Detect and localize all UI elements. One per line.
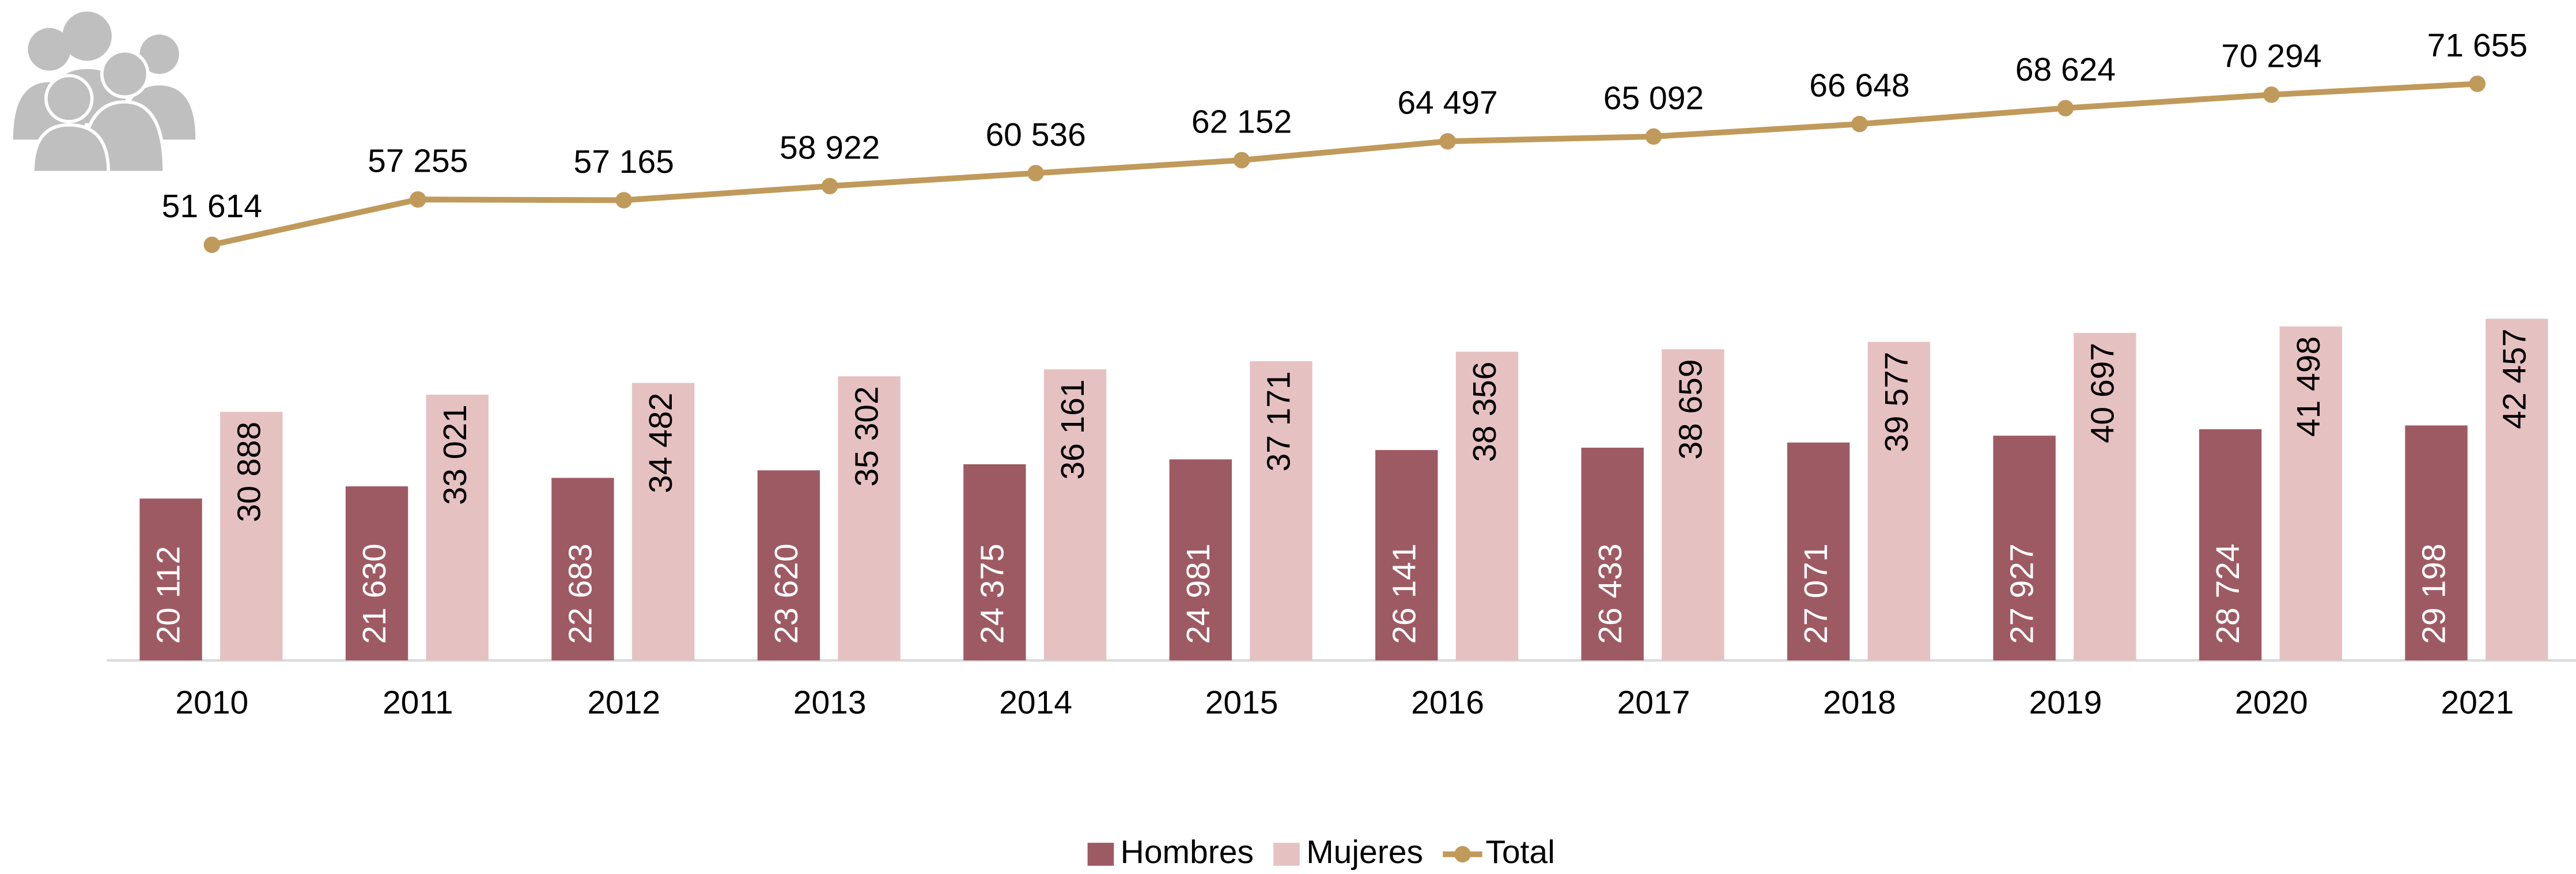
bar-label: 36 161 (1054, 379, 1091, 479)
line-point (203, 236, 221, 254)
line-point (2469, 75, 2486, 92)
bar (1787, 442, 1850, 661)
bar (426, 395, 489, 661)
bar (345, 486, 408, 661)
bar (1993, 436, 2056, 661)
line-point (410, 191, 426, 208)
bar-label: 35 302 (849, 386, 886, 486)
x-tick-label: 2012 (587, 684, 660, 721)
line-label: 60 536 (985, 116, 1085, 153)
legend-label: Total (1485, 834, 1554, 871)
legend-label: Hombres (1121, 834, 1254, 871)
bar-label: 39 577 (1878, 352, 1915, 452)
bar (2279, 326, 2342, 661)
bar-label: 24 375 (974, 543, 1011, 644)
bar-label: 30 888 (230, 422, 267, 522)
bar-label: 26 433 (1592, 543, 1629, 644)
bar-label: 23 620 (768, 543, 805, 644)
line-label: 62 152 (1191, 103, 1292, 140)
bar-label: 20 112 (150, 546, 187, 644)
bar (551, 478, 614, 661)
bar (838, 376, 901, 661)
bar-label: 33 021 (437, 404, 474, 505)
bar (1455, 351, 1519, 661)
line-label: 68 624 (2015, 51, 2116, 88)
bar-label: 21 630 (356, 543, 393, 644)
line-label: 71 655 (2427, 27, 2528, 64)
x-tick-label: 2015 (1205, 684, 1278, 721)
x-tick-label: 2016 (1411, 684, 1484, 721)
bar-label: 22 683 (562, 543, 599, 644)
x-tick-label: 2010 (175, 684, 248, 721)
line-label: 58 922 (780, 129, 880, 166)
legend-swatch (1454, 846, 1471, 863)
legend-swatch (1087, 842, 1114, 866)
bar-label: 27 071 (1798, 543, 1834, 644)
line-point (1027, 165, 1044, 181)
bar (1043, 369, 1107, 661)
x-tick-label: 2017 (1617, 684, 1690, 721)
bar (2486, 319, 2548, 661)
line (211, 81, 2478, 248)
bar-label: 24 981 (1180, 543, 1217, 644)
line-point (2057, 100, 2074, 116)
line-label: 57 255 (368, 143, 468, 180)
bar (1662, 349, 1724, 661)
line-label: 66 648 (1809, 67, 1909, 104)
x-tick-label: 2013 (793, 684, 867, 721)
line-point (821, 177, 838, 195)
line-point (1233, 152, 1250, 169)
line-point (615, 192, 632, 209)
bar (139, 498, 202, 661)
line-point (2263, 86, 2280, 103)
bar (2405, 425, 2468, 661)
bar-label: 37 171 (1261, 371, 1298, 471)
line-label: 51 614 (162, 188, 262, 225)
bar (1867, 342, 1931, 661)
people-icon (13, 11, 196, 175)
x-tick-label: 2019 (2029, 684, 2102, 721)
bar-label: 38 356 (1466, 362, 1503, 462)
x-tick-label: 2011 (383, 684, 453, 721)
line-point (1645, 128, 1662, 145)
bar (1250, 361, 1312, 661)
x-tick-label: 2020 (2235, 684, 2308, 721)
x-tick-label: 2021 (2441, 684, 2514, 721)
bar-label: 41 498 (2290, 336, 2327, 437)
bar-label: 28 724 (2210, 543, 2246, 644)
bar-label: 27 927 (2004, 543, 2041, 644)
line-label: 57 165 (574, 143, 674, 180)
x-tick-label: 2014 (999, 684, 1072, 721)
bar-label: 29 198 (2416, 543, 2453, 644)
bar (631, 383, 695, 661)
bar (220, 411, 283, 661)
bar-label: 42 457 (2496, 328, 2533, 429)
bar (1169, 459, 1232, 661)
x-tick-label: 2018 (1823, 684, 1896, 721)
bar (1375, 450, 1438, 661)
line-point (1439, 133, 1456, 150)
bar (1581, 448, 1644, 661)
bar (2074, 332, 2136, 661)
line-point (1851, 116, 1868, 133)
bar (757, 470, 820, 661)
bar-label: 38 659 (1672, 359, 1709, 459)
bar-label: 26 141 (1386, 543, 1423, 644)
legend-swatch (1273, 842, 1300, 866)
bar (963, 464, 1026, 661)
line-label: 70 294 (2221, 38, 2321, 75)
bar-label: 40 697 (2084, 343, 2121, 443)
bar (2199, 429, 2262, 661)
legend-label: Mujeres (1306, 834, 1423, 871)
line-label: 64 497 (1397, 85, 1497, 122)
line-label: 65 092 (1603, 80, 1704, 116)
bar-label: 34 482 (642, 393, 679, 493)
